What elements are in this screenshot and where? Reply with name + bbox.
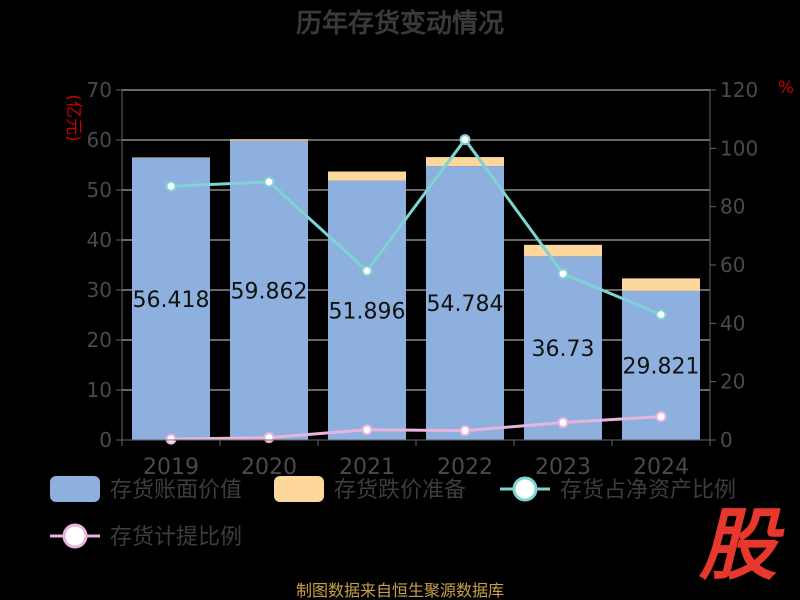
bar-value-label: 29.821 <box>623 354 700 379</box>
bar-reserve <box>622 278 700 291</box>
bar-value-label: 56.418 <box>133 288 210 313</box>
bar-value-label: 36.73 <box>532 337 595 362</box>
provision-ratio-point <box>557 417 569 428</box>
x-tick-label: 2021 <box>339 455 395 480</box>
x-tick-label: 2019 <box>143 455 199 480</box>
legend-book-value-label: 存货账面价值 <box>110 478 242 503</box>
lines <box>165 134 667 445</box>
bar-book-value <box>328 180 406 440</box>
net-asset-ratio-point <box>557 268 569 280</box>
right-tick-label: 40 <box>720 311 745 335</box>
net-asset-ratio-point <box>655 309 667 321</box>
right-tick-label: 0 <box>720 428 733 452</box>
right-tick-label: 120 <box>720 78 758 102</box>
x-tick-label: 2022 <box>437 455 493 480</box>
legend-provision-ratio-label: 存货计提比例 <box>110 525 242 550</box>
left-tick-label: 70 <box>87 78 112 102</box>
chart-title: 历年存货变动情况 <box>296 8 504 39</box>
provision-ratio-point <box>263 432 275 444</box>
legend-book-value-swatch <box>50 476 100 502</box>
axes: 0 10 20 30 40 50 60 70 0 20 40 60 80 100 120 2019 2020 20… <box>87 78 759 480</box>
brand-logo: 股 <box>698 501 785 591</box>
left-tick-label: 50 <box>87 178 112 202</box>
bar-labels: 56.418 59.862 51.896 54.784 36.73 29.821 <box>133 279 700 379</box>
legend-provision-ratio-swatch-marker <box>62 523 88 549</box>
x-tick-label: 2020 <box>241 455 297 480</box>
left-tick-label: 0 <box>99 428 112 452</box>
legend-reserve-swatch <box>274 476 324 502</box>
net-asset-ratio-point <box>459 134 471 146</box>
bar-value-label: 51.896 <box>329 299 406 324</box>
left-tick-label: 40 <box>87 228 112 252</box>
grid-lines <box>122 89 710 441</box>
bar-value-label: 59.862 <box>231 279 308 304</box>
provision-ratio-point <box>361 424 373 436</box>
left-axis-unit: (亿元) <box>63 94 83 141</box>
bar-reserve <box>426 157 504 167</box>
bar-value-label: 54.784 <box>427 292 504 317</box>
net-asset-ratio-point <box>165 180 177 192</box>
right-tick-label: 80 <box>720 195 745 219</box>
right-axis-unit: % <box>778 78 794 98</box>
left-tick-label: 30 <box>87 278 112 302</box>
legend-reserve-label: 存货跌价准备 <box>334 478 466 503</box>
x-tick-label: 2024 <box>633 455 689 480</box>
legend-net-asset-ratio-label: 存货占净资产比例 <box>560 478 736 503</box>
provision-ratio-point <box>459 425 471 437</box>
bar-book-value <box>230 140 308 440</box>
bar-book-value <box>426 166 504 440</box>
right-tick-label: 100 <box>720 136 758 160</box>
bar-book-value <box>132 157 210 440</box>
right-tick-label: 60 <box>720 253 745 277</box>
left-tick-label: 60 <box>87 128 112 152</box>
x-tick-label: 2023 <box>535 455 591 480</box>
bar-reserve <box>132 157 210 158</box>
net-asset-ratio-line <box>170 137 662 316</box>
bar-book-value <box>524 256 602 440</box>
left-tick-label: 20 <box>87 328 112 352</box>
source-note: 制图数据来自恒生聚源数据库 <box>296 581 504 600</box>
provision-ratio-point <box>655 411 667 423</box>
net-asset-ratio-point <box>263 176 275 188</box>
bar-reserve <box>328 171 406 181</box>
net-asset-ratio-point <box>361 265 373 277</box>
bar-reserve <box>524 244 602 257</box>
right-tick-label: 20 <box>720 370 745 394</box>
legend-net-asset-ratio-swatch-marker <box>512 476 538 502</box>
left-tick-label: 10 <box>87 378 112 402</box>
provision-ratio-point <box>165 433 177 445</box>
provision-ratio-line <box>170 415 662 441</box>
bar-reserve <box>230 139 308 141</box>
bars <box>132 139 700 440</box>
